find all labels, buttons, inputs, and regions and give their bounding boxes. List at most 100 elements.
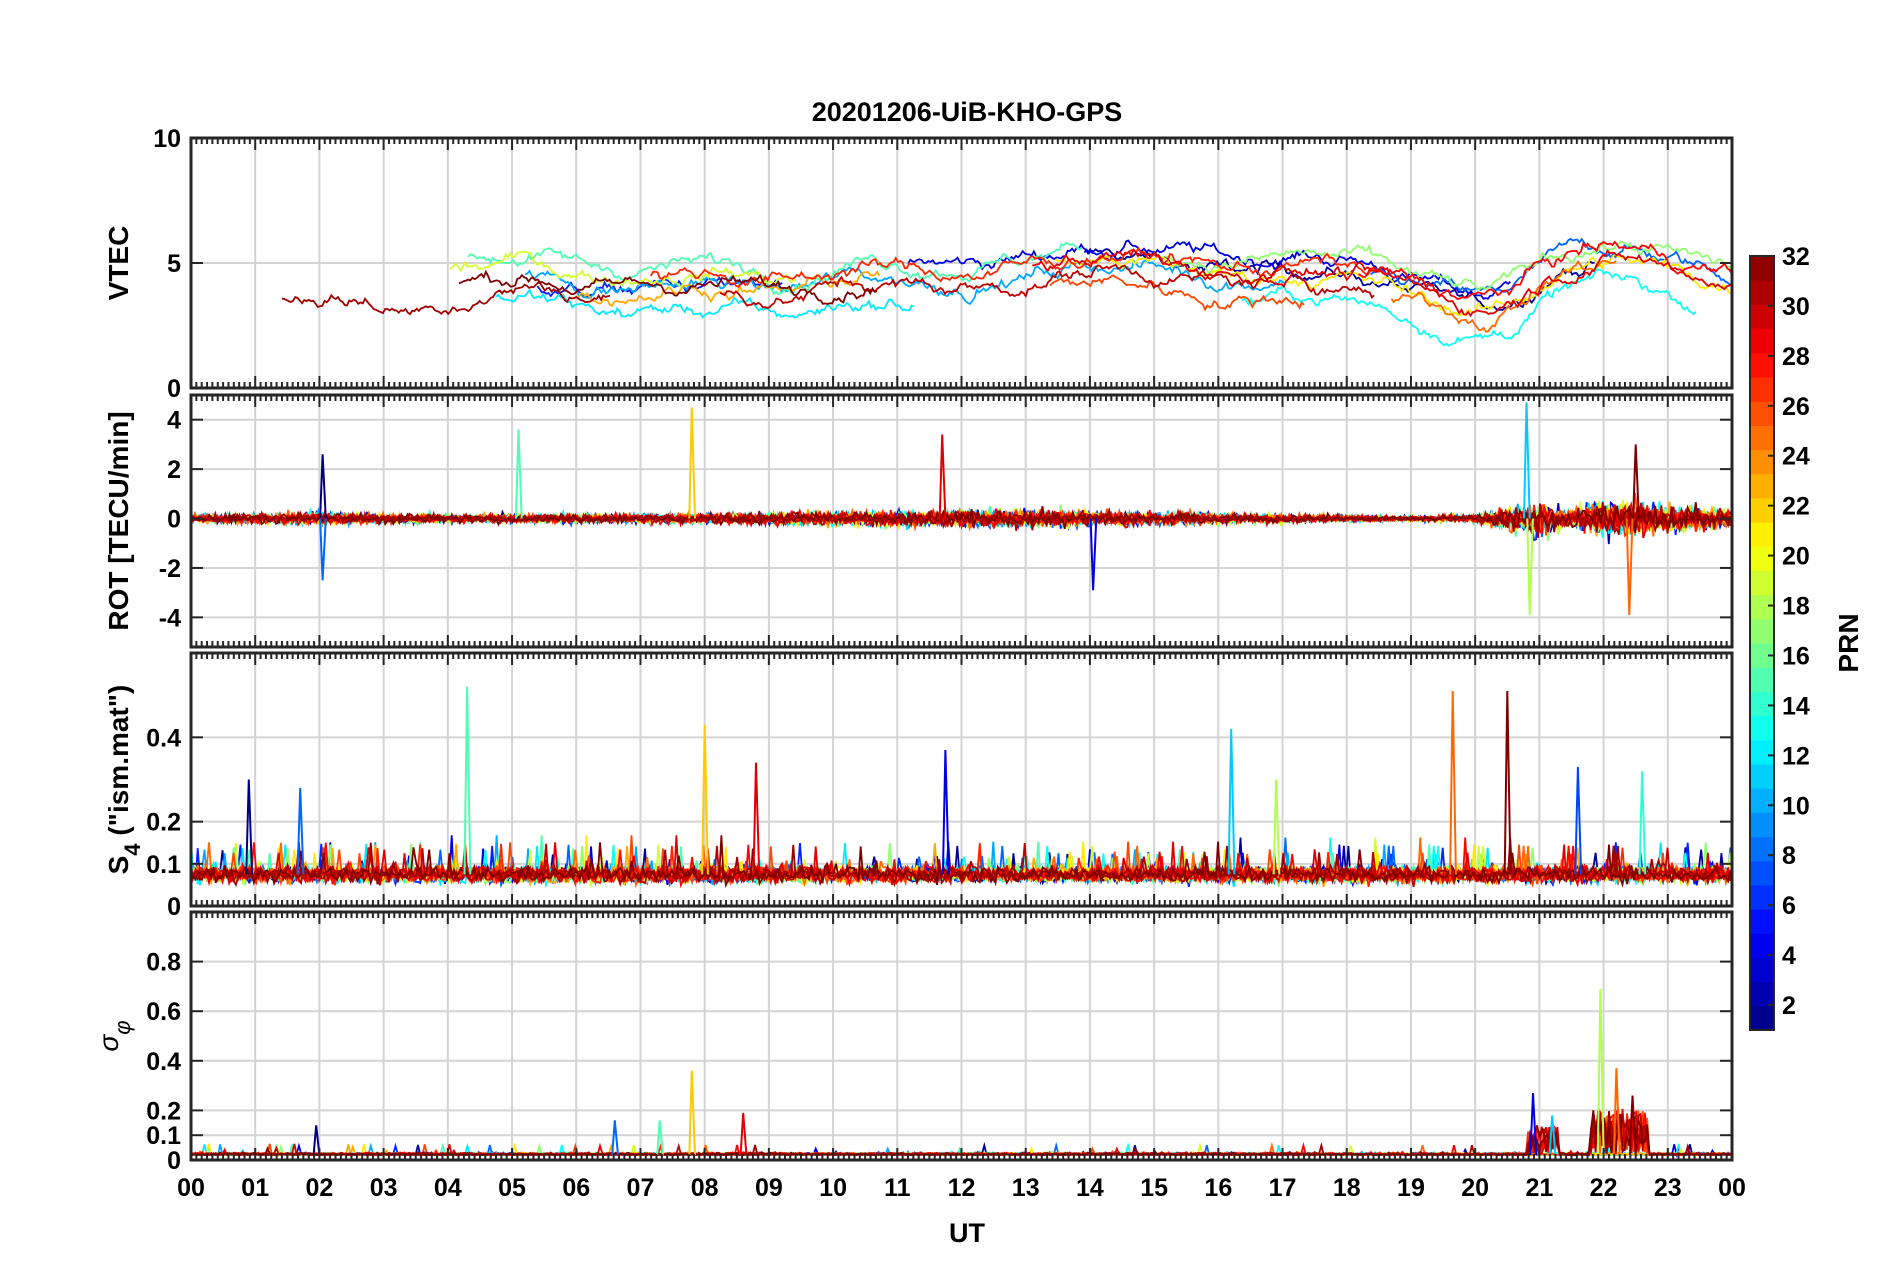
spike-mark — [1574, 766, 1583, 875]
spike-mark — [1628, 1095, 1637, 1156]
spike-mark — [312, 1125, 321, 1156]
x-tick-label: 15 — [1140, 1174, 1168, 1202]
spike-mark — [1625, 518, 1634, 615]
colorbar-segment — [1750, 570, 1774, 596]
y-label-sub: 4 — [120, 843, 145, 856]
spike-mark — [1529, 1092, 1538, 1156]
colorbar-segment — [1750, 280, 1774, 305]
colorbar-segment — [1750, 957, 1774, 983]
colorbar-segment — [1750, 546, 1774, 572]
series-trace — [281, 281, 611, 316]
spike-mark — [1272, 779, 1281, 875]
series-trace — [1241, 267, 1697, 347]
x-tick-label: 07 — [627, 1174, 655, 1202]
y-tick-label: 0.4 — [146, 1048, 181, 1076]
y-tick-label: 0.4 — [146, 724, 181, 752]
x-tick-label: 20 — [1461, 1174, 1489, 1202]
series-trace — [458, 269, 878, 305]
spike-mark — [688, 407, 696, 519]
y-axis-label: ROT [TECU/min] — [103, 411, 134, 630]
y-tick-label: 4 — [167, 407, 181, 435]
spike-mark — [1638, 771, 1647, 875]
y-label-main: S — [103, 856, 134, 875]
colorbar-segment — [1750, 594, 1774, 620]
y-tick-label: 5 — [167, 250, 181, 278]
spike-mark — [245, 779, 253, 875]
x-tick-label: 16 — [1204, 1174, 1232, 1202]
series-trace — [1390, 259, 1617, 333]
spike-mark — [701, 724, 709, 875]
x-tick-label: 00 — [177, 1174, 205, 1202]
y-tick-label: 0.2 — [146, 809, 181, 837]
colorbar-segment — [1750, 425, 1774, 451]
chart-title: 20201206-UiB-KHO-GPS — [812, 97, 1123, 127]
colorbar-tick-label: 32 — [1782, 243, 1810, 271]
colorbar-tick-label: 6 — [1782, 892, 1796, 920]
colorbar-tick-label: 28 — [1782, 343, 1810, 371]
y-label-sub: φ — [110, 1020, 135, 1034]
y-tick-label: 0.1 — [146, 851, 181, 879]
colorbar-segment — [1750, 328, 1774, 354]
colorbar-tick-label: 26 — [1782, 393, 1810, 421]
spike-mark — [739, 1112, 748, 1156]
spike-mark — [296, 787, 305, 875]
y-tick-label: 0 — [167, 506, 181, 534]
series-trace — [1032, 248, 1732, 318]
colorbar-segment — [1750, 788, 1774, 813]
colorbar-segment — [1750, 352, 1774, 378]
colorbar-segment — [1750, 909, 1774, 934]
x-tick-label: 12 — [948, 1174, 976, 1202]
colorbar-tick-label: 8 — [1782, 842, 1796, 870]
colorbar-segment — [1750, 981, 1774, 1007]
y-label-main: σ — [93, 1034, 124, 1052]
x-tick-label: 17 — [1269, 1174, 1297, 1202]
colorbar-segment — [1750, 691, 1774, 717]
spike-mark — [463, 686, 472, 875]
y-tick-label: 0 — [167, 1147, 181, 1175]
colorbar-segment — [1750, 304, 1774, 330]
y-tick-label: 0.1 — [146, 1122, 181, 1150]
colorbar-label: PRN — [1833, 613, 1864, 672]
colorbar-segment — [1750, 376, 1774, 402]
colorbar-segment — [1750, 739, 1774, 765]
y-tick-label: 0 — [167, 893, 181, 921]
series-trace — [449, 250, 797, 289]
colorbar-tick-label: 16 — [1782, 642, 1810, 670]
x-tick-label: 22 — [1590, 1174, 1618, 1202]
panel-sigma_phi: 00.10.2 0.4 0.6 0.8 σφ — [93, 910, 1734, 1175]
colorbar-tick-label: 14 — [1782, 692, 1810, 720]
colorbar-box — [1749, 255, 1775, 1031]
y-tick-label: 0.8 — [146, 949, 181, 977]
x-tick-label: 03 — [370, 1174, 398, 1202]
y-axis-label: VTEC — [103, 226, 134, 301]
data-traces — [191, 402, 1732, 615]
spike-mark — [1526, 518, 1534, 615]
colorbar-segment — [1750, 497, 1774, 523]
x-axis-label: UT — [949, 1218, 985, 1248]
colorbar-segment — [1750, 763, 1774, 789]
x-tick-label: 14 — [1076, 1174, 1104, 1202]
x-tick-label: 11 — [884, 1174, 911, 1202]
colorbar-segment — [1750, 449, 1774, 475]
x-tick-label: 23 — [1654, 1174, 1682, 1202]
y-tick-label: 0 — [167, 375, 181, 403]
x-tick-label: 21 — [1525, 1174, 1553, 1202]
data-traces — [281, 237, 1732, 347]
spike-mark — [319, 518, 327, 581]
series-trace — [467, 241, 1083, 296]
spike-mark — [656, 1120, 664, 1156]
spike-mark — [1632, 444, 1640, 519]
x-tick-label: 10 — [819, 1174, 847, 1202]
y-label-rest: ("ism.mat") — [103, 685, 134, 844]
x-tick-label: 06 — [562, 1174, 590, 1202]
spike-mark — [688, 1070, 696, 1156]
colorbar-segment — [1750, 812, 1774, 838]
x-tick-label: 04 — [434, 1174, 462, 1202]
spike-mark — [752, 762, 761, 875]
colorbar-tick-label: 12 — [1782, 742, 1810, 770]
colorbar-segment — [1750, 473, 1774, 499]
spike-mark — [1089, 518, 1098, 591]
